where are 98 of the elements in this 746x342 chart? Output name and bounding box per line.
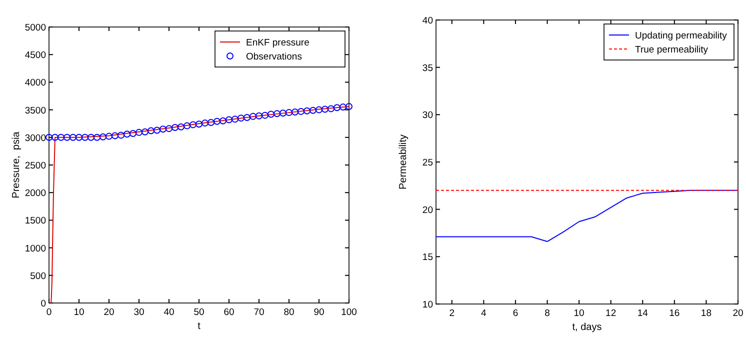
point [334,104,340,112]
point [166,125,172,132]
point [46,134,52,141]
point [178,123,184,130]
point [310,106,316,114]
point [340,104,346,111]
point [148,127,154,134]
point [214,118,220,125]
x-tick-label: 12 [606,308,616,319]
point [250,112,256,120]
y-tick-label: 4500 [24,50,46,62]
point [136,128,142,136]
y-tick-label: 20 [422,204,433,216]
x-tick-label: 20 [732,308,744,319]
point [76,134,82,141]
point [298,108,304,115]
point [280,110,286,117]
point [112,132,118,140]
y-tick-label: 40 [422,16,433,26]
point [226,116,232,124]
point [58,134,64,141]
point [100,133,106,140]
point [262,112,268,119]
y-tick-label: 1000 [24,243,46,254]
x-tick-label: 60 [224,307,234,318]
point [202,120,208,127]
point [196,120,202,128]
x-tick-label: 2 [449,308,455,319]
x-tick-label: 18 [700,308,712,319]
point [118,132,124,139]
point [304,107,310,114]
point [256,112,262,120]
y-tick-label: 3000 [24,132,46,144]
point [232,116,238,123]
y-tick-label: 4000 [24,78,46,89]
x-tick-label: 4 [481,308,486,319]
point [274,110,280,118]
point [70,134,76,141]
point [286,109,292,116]
point [220,117,226,124]
y-tick-label: 500 [30,270,46,282]
y-tick-label: 35 [422,62,433,74]
point [322,106,328,113]
x-tick-label: 50 [194,307,204,318]
y-tick-label: 3500 [24,105,46,116]
x-tick-label: 40 [164,307,174,318]
x-tick-label: 16 [669,308,680,319]
point [292,108,298,116]
x-axis-title: t [198,321,201,332]
y-tick-label: 1500 [24,216,46,227]
point [94,134,100,141]
y-tick-label: 25 [422,158,433,168]
point [154,126,160,134]
point [52,134,58,141]
point [172,124,178,131]
point [316,106,322,114]
point [184,122,190,130]
point [142,128,148,136]
x-tick-label: 6 [512,308,518,319]
point [82,134,88,141]
point [130,130,136,138]
x-tick-label: 100 [341,307,357,318]
legend-label: Updating permeability [635,30,728,42]
point [244,114,250,122]
point [238,114,244,122]
y-tick-label: 30 [422,110,433,122]
point [190,121,196,128]
y-axis-title: Permeability [398,134,409,190]
point [268,110,274,118]
legend-label: EnKF pressure [246,38,310,48]
x-tick-label: 10 [574,308,584,319]
y-tick-label: 5000 [24,22,46,34]
x-tick-label: 10 [74,307,84,318]
point [106,132,112,140]
x-tick-label: 90 [314,307,324,318]
point [328,105,334,112]
y-tick-label: 0 [40,298,46,310]
point [346,102,352,110]
point [124,130,130,138]
y-tick-label: 10 [422,300,433,310]
point [64,134,70,141]
x-axis-title: t, days [572,322,602,333]
x-tick-label: 70 [254,307,264,318]
y-tick-label: 2500 [24,160,46,172]
x-tick-label: 80 [284,307,294,318]
point [88,134,94,141]
legend-label: True permeability [635,44,708,56]
y-axis-title: Pressure, psia [11,131,22,198]
x-tick-label: 30 [134,307,144,318]
x-tick-label: 8 [544,308,550,319]
point [160,126,166,133]
point [208,118,214,126]
x-tick-label: 20 [104,307,114,318]
legend-label: Observations [246,52,302,62]
x-tick-label: 14 [637,308,648,319]
y-tick-label: 2000 [24,188,46,200]
line-series [436,190,738,242]
y-tick-label: 15 [422,252,433,264]
